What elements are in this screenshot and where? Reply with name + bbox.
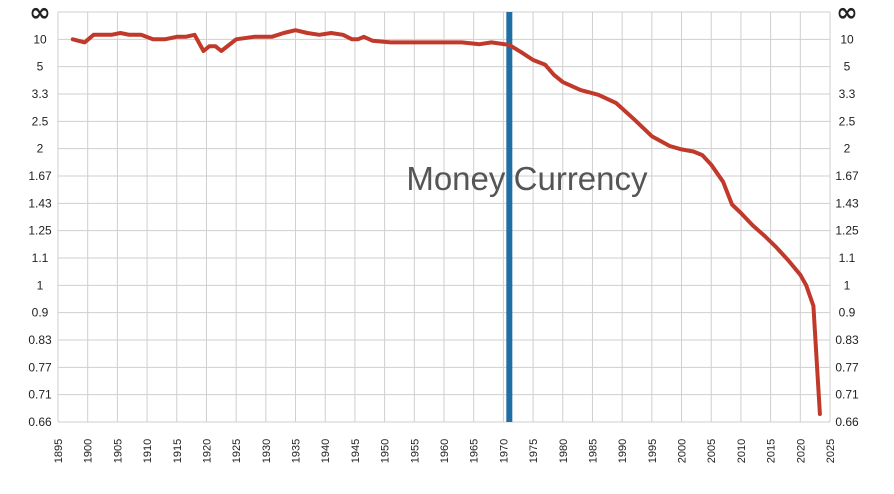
series-layer (70, 28, 822, 416)
y-tick-label-right: 0.83 (835, 333, 859, 347)
y-tick-label-right: 3.3 (839, 87, 856, 101)
x-tick-label: 1965 (469, 439, 481, 463)
x-tick-label: 1895 (53, 439, 65, 463)
y-tick-label-left: 5 (37, 60, 44, 74)
x-tick-label: 1985 (587, 439, 599, 463)
y-tick-label-right: 1.43 (835, 196, 859, 210)
series-line (70, 28, 822, 416)
x-tick-label: 2010 (736, 439, 748, 463)
y-tick-label-left: 0.66 (28, 415, 52, 429)
x-tick-label: 1930 (261, 439, 273, 463)
y-tick-label-left: 1.43 (28, 196, 52, 210)
y-tick-label-right: 2 (844, 142, 851, 156)
y-tick-label-left: 10 (33, 32, 47, 46)
x-tick-label: 1995 (647, 439, 659, 463)
x-tick-label: 1905 (112, 439, 124, 463)
y-tick-label-right: 1.1 (839, 251, 856, 265)
annotations: Money Currency (406, 160, 648, 197)
y-tick-label-left: 1.1 (32, 251, 49, 265)
x-tick-label: 1925 (231, 439, 243, 463)
x-tick-label: 1910 (142, 439, 154, 463)
y-tick-label-left: 0.9 (32, 306, 49, 320)
y-tick-label-right: 5 (844, 60, 851, 74)
y-tick-label-right: 0.66 (835, 415, 859, 429)
x-tick-label: 1975 (528, 439, 540, 463)
y-tick-label-left: 1.25 (28, 224, 52, 238)
y-tick-label-left: 0.71 (28, 388, 52, 402)
y-tick-label-right: 10 (840, 32, 854, 46)
x-tick-label: 2000 (677, 439, 689, 463)
y-tick-label-left: 1 (37, 278, 44, 292)
x-tick-label: 1980 (558, 439, 570, 463)
y-tick-label-right: 0.9 (839, 306, 856, 320)
y-axis-labels-left: ∞ 10 5 3.3 2.5 2 1.67 1.43 1.25 1.1 1 0.9 0.83 0.77 0.… (28, 0, 52, 429)
y-tick-label-left: 3.3 (32, 87, 49, 101)
annotation-currency-label: Currency (514, 160, 648, 197)
x-tick-label: 2015 (766, 439, 778, 463)
x-tick-label: 1915 (172, 439, 184, 463)
y-tick-label-left: 0.83 (28, 333, 52, 347)
x-tick-label: 1960 (439, 439, 451, 463)
x-tick-label: 1900 (83, 439, 95, 463)
y-tick-label-left: 2 (37, 142, 44, 156)
x-axis-labels: 1895 1900 1905 1910 1915 1920 1925 1930 1935 1940… (53, 439, 837, 463)
x-tick-label: 2025 (825, 439, 837, 463)
y-tick-label-left: 0.77 (28, 360, 52, 374)
x-tick-label: 1920 (201, 439, 213, 463)
x-tick-label: 1955 (409, 439, 421, 463)
x-tick-label: 1935 (291, 439, 303, 463)
x-tick-label: 1950 (380, 439, 392, 463)
x-tick-label: 1970 (498, 439, 510, 463)
x-tick-label: 2020 (795, 439, 807, 463)
x-tick-label: 1990 (617, 439, 629, 463)
annotation-money-label: Money (406, 160, 506, 197)
y-tick-label-right: 1.67 (835, 169, 859, 183)
y-tick-label-right: 1.25 (835, 224, 859, 238)
y-tick-label-left: 1.67 (28, 169, 52, 183)
y-tick-label-right: ∞ (836, 0, 858, 28)
x-tick-label: 1940 (320, 439, 332, 463)
x-tick-label: 2005 (706, 439, 718, 463)
y-tick-label-right: 0.77 (835, 360, 859, 374)
y-tick-label-right: 0.71 (835, 388, 859, 402)
y-axis-labels-right: ∞ 10 5 3.3 2.5 2 1.67 1.43 1.25 1.1 1 0.9 0.83 0.77 0.… (835, 0, 859, 429)
y-tick-label-left: 2.5 (32, 114, 49, 128)
y-tick-label-right: 1 (844, 278, 851, 292)
grid-lines (57, 11, 831, 423)
x-tick-label: 1945 (350, 439, 362, 463)
y-tick-label-left: ∞ (29, 0, 51, 28)
y-tick-label-right: 2.5 (839, 114, 856, 128)
